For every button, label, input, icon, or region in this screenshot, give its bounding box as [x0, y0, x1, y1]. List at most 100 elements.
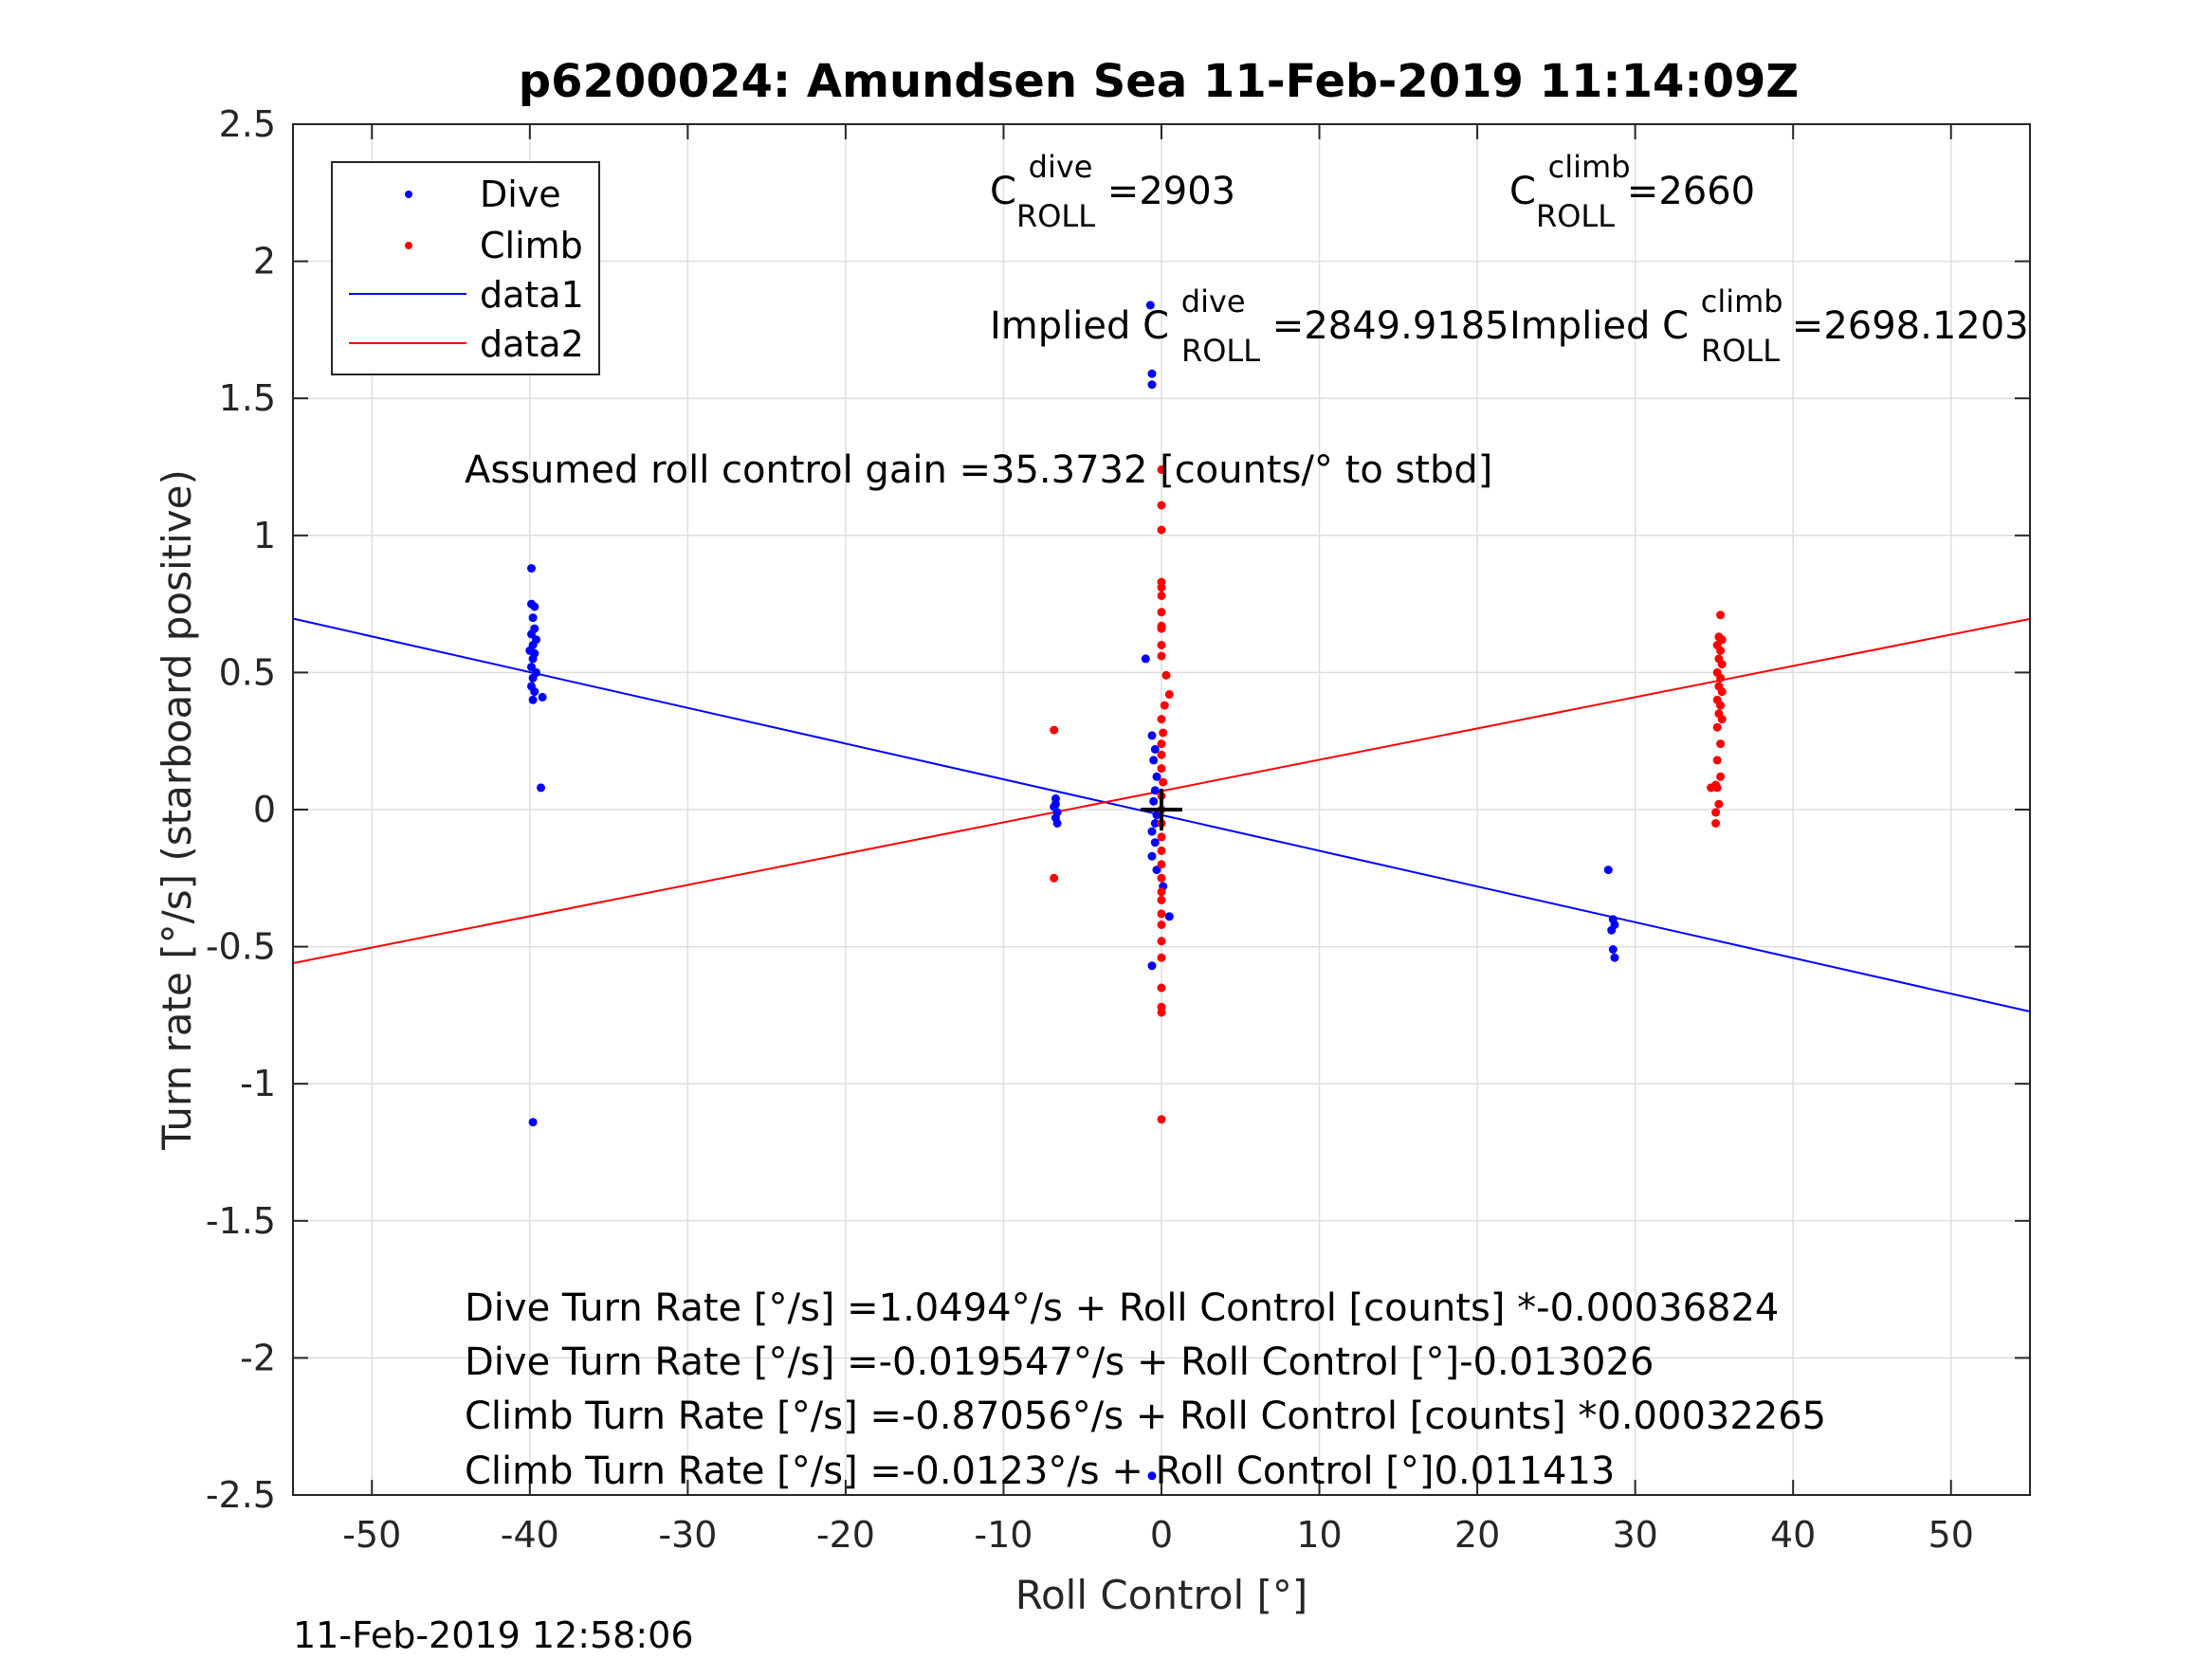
y-tick-label: 1.5 [219, 377, 276, 419]
annotation-roll-gain: Assumed roll control gain =35.3732 [coun… [465, 448, 1492, 492]
point-climb [1714, 799, 1724, 809]
point-dive [530, 687, 539, 697]
point-climb [1157, 651, 1166, 661]
equation-climb-degrees: Climb Turn Rate [°/s] =-0.0123°/s + Roll… [465, 1449, 1615, 1493]
implied-climb-sub: ROLL [1701, 333, 1780, 369]
point-climb [1157, 937, 1166, 946]
point-dive [538, 692, 547, 702]
point-climb [1157, 764, 1166, 774]
point-climb [1157, 953, 1166, 962]
point-climb [1161, 670, 1171, 680]
y-tick-label: 2 [253, 241, 276, 283]
point-climb [1157, 608, 1166, 617]
x-tick-label: -10 [974, 1514, 1033, 1556]
y-tick-label: -1.5 [206, 1200, 276, 1242]
c-climb-base: C [1509, 170, 1536, 213]
point-climb [1716, 772, 1726, 781]
point-dive [528, 695, 538, 704]
point-climb [1717, 687, 1727, 697]
point-climb [1157, 895, 1166, 904]
x-tick-label: 10 [1296, 1514, 1342, 1556]
x-tick-label: -20 [816, 1514, 875, 1556]
point-climb [1157, 624, 1166, 633]
c-climb-value: =2660 [1627, 170, 1755, 213]
point-dive [1150, 838, 1160, 848]
point-dive [1152, 772, 1161, 781]
point-climb [1157, 846, 1166, 855]
c-dive-sup: dive [1029, 149, 1093, 185]
point-climb [1711, 819, 1721, 828]
point-climb [1157, 909, 1166, 919]
point-climb [1712, 722, 1722, 732]
c-climb-sub: ROLL [1536, 198, 1615, 234]
point-climb [1157, 641, 1166, 649]
point-climb [1716, 701, 1726, 710]
point-climb [1716, 739, 1726, 749]
tick-marks [293, 123, 2030, 1496]
point-dive [1149, 796, 1159, 806]
legend-climb: Climb [480, 225, 583, 266]
x-tick-label: -50 [342, 1514, 401, 1556]
point-climb [1157, 983, 1166, 993]
point-dive [1150, 819, 1160, 828]
point-climb [1157, 873, 1166, 883]
implied-climb-prefix: Implied C [1509, 304, 1689, 348]
point-dive [1147, 1471, 1157, 1481]
legend-data2: data2 [480, 323, 584, 365]
y-tick-label: 0 [253, 789, 276, 830]
point-dive [1145, 301, 1155, 310]
point-climb [1157, 1008, 1166, 1017]
origin-marker [1141, 789, 1182, 830]
c-dive-sub: ROLL [1016, 198, 1095, 234]
point-climb [1711, 808, 1721, 817]
point-dive [528, 673, 538, 683]
annotation-c-dive: C dive ROLL =2903 [990, 143, 1235, 236]
implied-dive-value: =2849.9185 [1272, 304, 1509, 348]
legend-data1: data1 [480, 274, 584, 316]
x-tick-label: 50 [1929, 1514, 1974, 1556]
point-climb [1716, 611, 1726, 620]
x-tick-label: 0 [1150, 1514, 1173, 1556]
x-tick-label: 40 [1770, 1514, 1816, 1556]
y-tick-label: 2.5 [219, 103, 276, 145]
point-climb [1717, 660, 1727, 669]
y-axis-label: Turn rate [°/s] (starboard positive) [154, 469, 200, 1151]
point-climb [1050, 725, 1059, 735]
point-climb [1712, 756, 1722, 765]
y-tick-label: 1 [253, 515, 276, 556]
point-climb [1157, 832, 1166, 842]
point-climb [1157, 750, 1166, 759]
equation-climb-counts: Climb Turn Rate [°/s] =-0.87056°/s + Rol… [465, 1395, 1826, 1438]
point-climb [1157, 465, 1166, 474]
legend-dive: Dive [480, 173, 561, 215]
point-dive [528, 1118, 538, 1127]
point-dive [1147, 731, 1157, 740]
point-dive [1147, 369, 1157, 378]
point-dive [1147, 961, 1157, 971]
x-tick-labels: -50 -40 -30 -20 -10 0 10 20 30 40 50 [342, 1514, 1974, 1556]
point-dive [1603, 866, 1613, 875]
point-climb [1164, 690, 1174, 699]
point-dive [1147, 827, 1157, 836]
point-dive [1607, 925, 1617, 935]
c-climb-sup: climb [1548, 149, 1631, 185]
point-dive [1147, 380, 1157, 390]
data-points [525, 301, 1727, 1481]
point-dive [537, 783, 545, 793]
point-dive [1141, 654, 1150, 664]
point-dive [1164, 912, 1174, 921]
annotation-implied-climb: Implied C climb ROLL =2698.1203 [1509, 278, 2029, 371]
implied-climb-sup: climb [1701, 283, 1783, 319]
legend: Dive Climb data1 data2 [331, 161, 600, 375]
point-climb [1717, 715, 1727, 724]
implied-dive-sup: dive [1181, 283, 1246, 319]
point-climb [1160, 701, 1169, 710]
point-dive [1150, 786, 1160, 795]
point-dive [527, 564, 536, 573]
point-dive [1610, 953, 1619, 962]
point-dive [528, 613, 538, 623]
point-climb [1157, 525, 1166, 535]
point-climb [1157, 739, 1166, 749]
point-climb [1157, 921, 1166, 929]
